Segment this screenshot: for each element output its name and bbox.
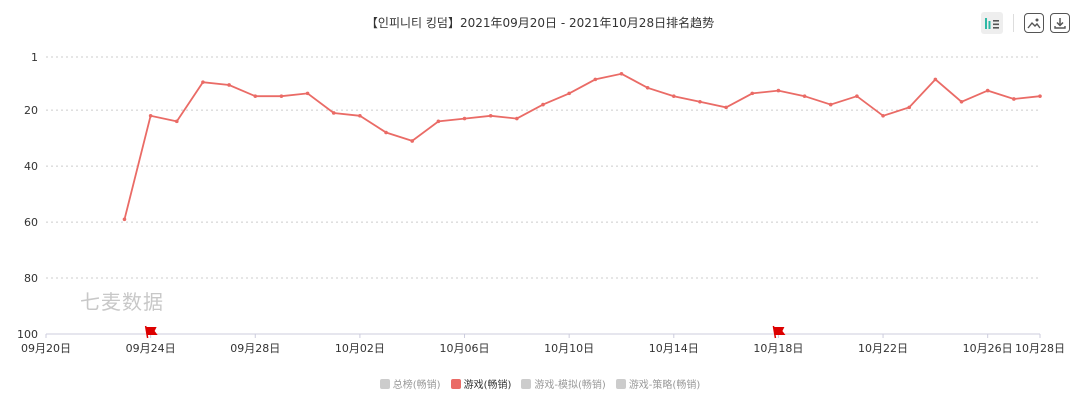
bar-chart-icon[interactable]: [981, 12, 1003, 34]
data-point[interactable]: [1038, 94, 1042, 98]
legend-label: 游戏(畅销): [463, 380, 512, 391]
data-point[interactable]: [933, 77, 938, 82]
x-tick-label: 09月24日: [126, 342, 176, 355]
x-tick-label: 10月02日: [335, 342, 385, 355]
x-tick-label: 10月26日: [963, 342, 1013, 355]
data-point[interactable]: [148, 113, 153, 118]
legend-item[interactable]: 总榜(畅销): [379, 376, 441, 391]
data-point[interactable]: [1012, 97, 1016, 101]
data-point[interactable]: [279, 94, 284, 98]
data-point[interactable]: [541, 102, 545, 107]
data-point[interactable]: [174, 119, 179, 124]
legend-swatch: [379, 378, 390, 389]
data-point[interactable]: [750, 91, 755, 96]
data-point[interactable]: [985, 88, 990, 93]
data-point[interactable]: [959, 99, 964, 104]
data-point[interactable]: [227, 83, 231, 87]
flag-marker-icon[interactable]: [144, 325, 158, 339]
data-point[interactable]: [855, 94, 859, 98]
y-tick-label: 40: [24, 160, 38, 173]
x-tick-label: 10月28日: [1015, 342, 1065, 355]
y-tick-label: 60: [24, 216, 38, 229]
x-tick-label: 10月10日: [544, 342, 594, 355]
data-point[interactable]: [331, 111, 336, 115]
y-tick-label: 20: [24, 104, 38, 117]
legend: 总榜(畅销) 游戏(畅销) 游戏-模拟(畅销) 游戏-策略(畅销): [0, 376, 1080, 391]
legend-swatch: [521, 378, 532, 389]
data-point[interactable]: [776, 88, 781, 93]
legend-item[interactable]: 游戏-模拟(畅销): [521, 376, 606, 391]
data-point[interactable]: [907, 105, 912, 110]
data-point[interactable]: [462, 116, 467, 121]
data-point[interactable]: [881, 113, 885, 118]
legend-label: 游戏-策略(畅销): [628, 380, 701, 391]
data-point[interactable]: [253, 94, 258, 98]
data-point[interactable]: [436, 119, 441, 124]
y-tick-label: 100: [17, 328, 38, 341]
data-point[interactable]: [698, 99, 702, 104]
data-point[interactable]: [384, 130, 388, 135]
data-point[interactable]: [671, 94, 676, 98]
legend-label: 总榜(畅销): [392, 380, 441, 391]
y-tick-label: 1: [31, 51, 38, 64]
x-tick-label: 10月06日: [440, 342, 490, 355]
legend-swatch: [450, 378, 461, 389]
legend-label: 游戏-模拟(畅销): [534, 380, 606, 391]
data-point[interactable]: [828, 102, 833, 107]
toolbar-divider: [1013, 14, 1014, 32]
data-point[interactable]: [802, 94, 807, 98]
data-point[interactable]: [593, 77, 598, 82]
data-point[interactable]: [305, 91, 310, 96]
legend-swatch: [615, 378, 626, 389]
flag-marker-icon[interactable]: [772, 325, 786, 339]
watermark: 七麦数据: [80, 290, 164, 314]
series-line: [123, 72, 1041, 220]
legend-item[interactable]: 游戏(畅销): [450, 376, 512, 391]
data-point[interactable]: [201, 80, 205, 84]
x-tick-label: 10月22日: [858, 342, 908, 355]
data-point[interactable]: [410, 139, 415, 143]
chart-title: 【인피니티 킹덤】2021年09月20日 - 2021年10月28日排名趋势: [365, 16, 715, 30]
x-tick-label: 10月14日: [649, 342, 699, 355]
download-icon[interactable]: [1050, 13, 1070, 33]
x-tick-label: 09月20日: [21, 342, 71, 355]
x-tick-label: 10月18日: [753, 342, 803, 355]
data-point[interactable]: [358, 113, 362, 118]
data-point[interactable]: [724, 105, 728, 110]
data-point[interactable]: [645, 85, 650, 90]
y-tick-label: 80: [24, 272, 38, 285]
image-save-icon[interactable]: [1024, 13, 1044, 33]
x-tick-label: 09月28日: [230, 342, 280, 355]
data-point[interactable]: [488, 113, 493, 118]
data-point[interactable]: [567, 91, 571, 96]
chart-toolbar: [981, 12, 1070, 34]
legend-item[interactable]: 游戏-策略(畅销): [615, 376, 701, 391]
data-point[interactable]: [515, 116, 519, 121]
data-point[interactable]: [122, 217, 127, 222]
data-point[interactable]: [619, 71, 624, 76]
